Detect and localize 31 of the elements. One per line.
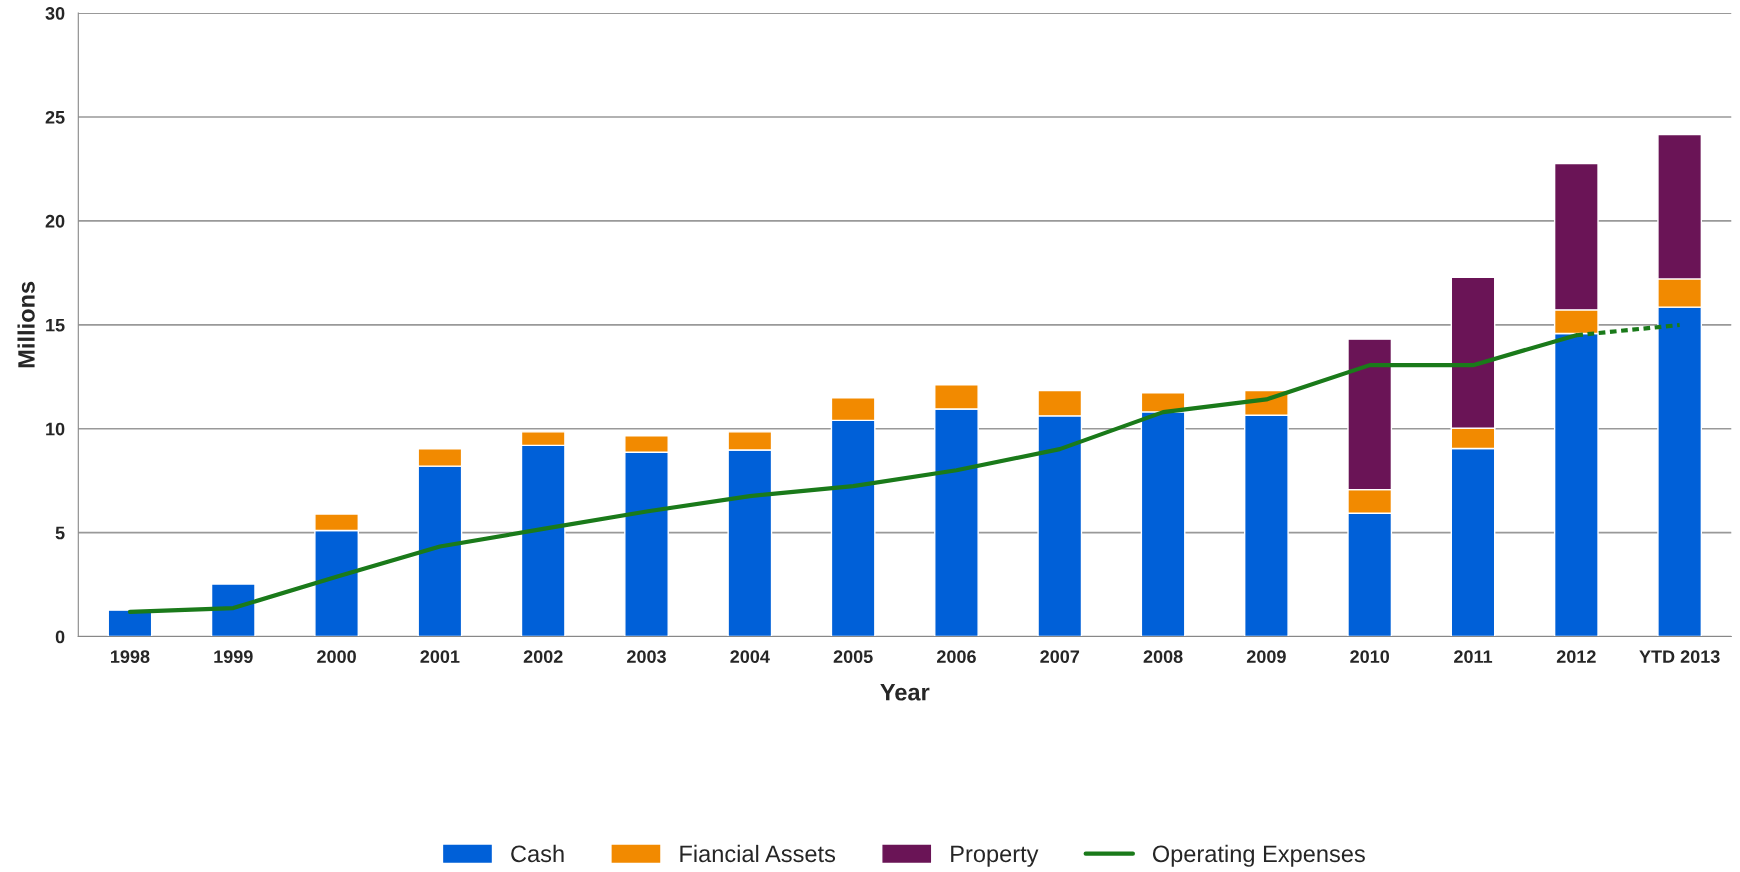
x-tick-label: 2001 [420, 650, 460, 664]
x-tick-label: 2005 [833, 650, 873, 664]
bar [107, 609, 153, 637]
x-tick-label: 2000 [317, 650, 356, 664]
legend-label: Property [951, 845, 1039, 867]
x-tick-label: 2002 [523, 650, 563, 664]
x-tick-label: 2011 [1454, 650, 1493, 664]
legend-label: Cash [511, 844, 564, 863]
x-tick-label: 2008 [1143, 650, 1183, 664]
y-tick-label: 20 [45, 214, 65, 228]
x-tick-label: 2007 [1040, 650, 1080, 664]
y-tick-label: 15 [46, 318, 65, 332]
x-tick-label: 2003 [627, 650, 666, 664]
y-tick-label: 5 [55, 526, 65, 540]
x-tick-label: 2010 [1350, 650, 1390, 664]
x-tick-label: 2012 [1556, 650, 1596, 664]
x-tick-label: 2006 [937, 650, 976, 664]
y-tick-label: 0 [55, 630, 65, 644]
y-tick-label: 30 [45, 7, 65, 20]
x-tick-label: 2004 [730, 650, 770, 664]
legend-label: Operating Expenses [1152, 844, 1365, 867]
y-tick-label: 10 [46, 422, 65, 436]
x-tick-label: 1999 [214, 650, 253, 664]
y-tick-label: 25 [45, 110, 65, 124]
x-tick-label: 2009 [1246, 650, 1286, 664]
x-tick-label: YTD 2013 [1639, 650, 1720, 664]
legend-label: Fiancial Assets [680, 844, 836, 863]
y-axis-title: Millions [17, 281, 35, 368]
x-axis-title: Year [880, 684, 930, 701]
x-tick-label: 1998 [111, 650, 150, 664]
bar [210, 583, 256, 637]
